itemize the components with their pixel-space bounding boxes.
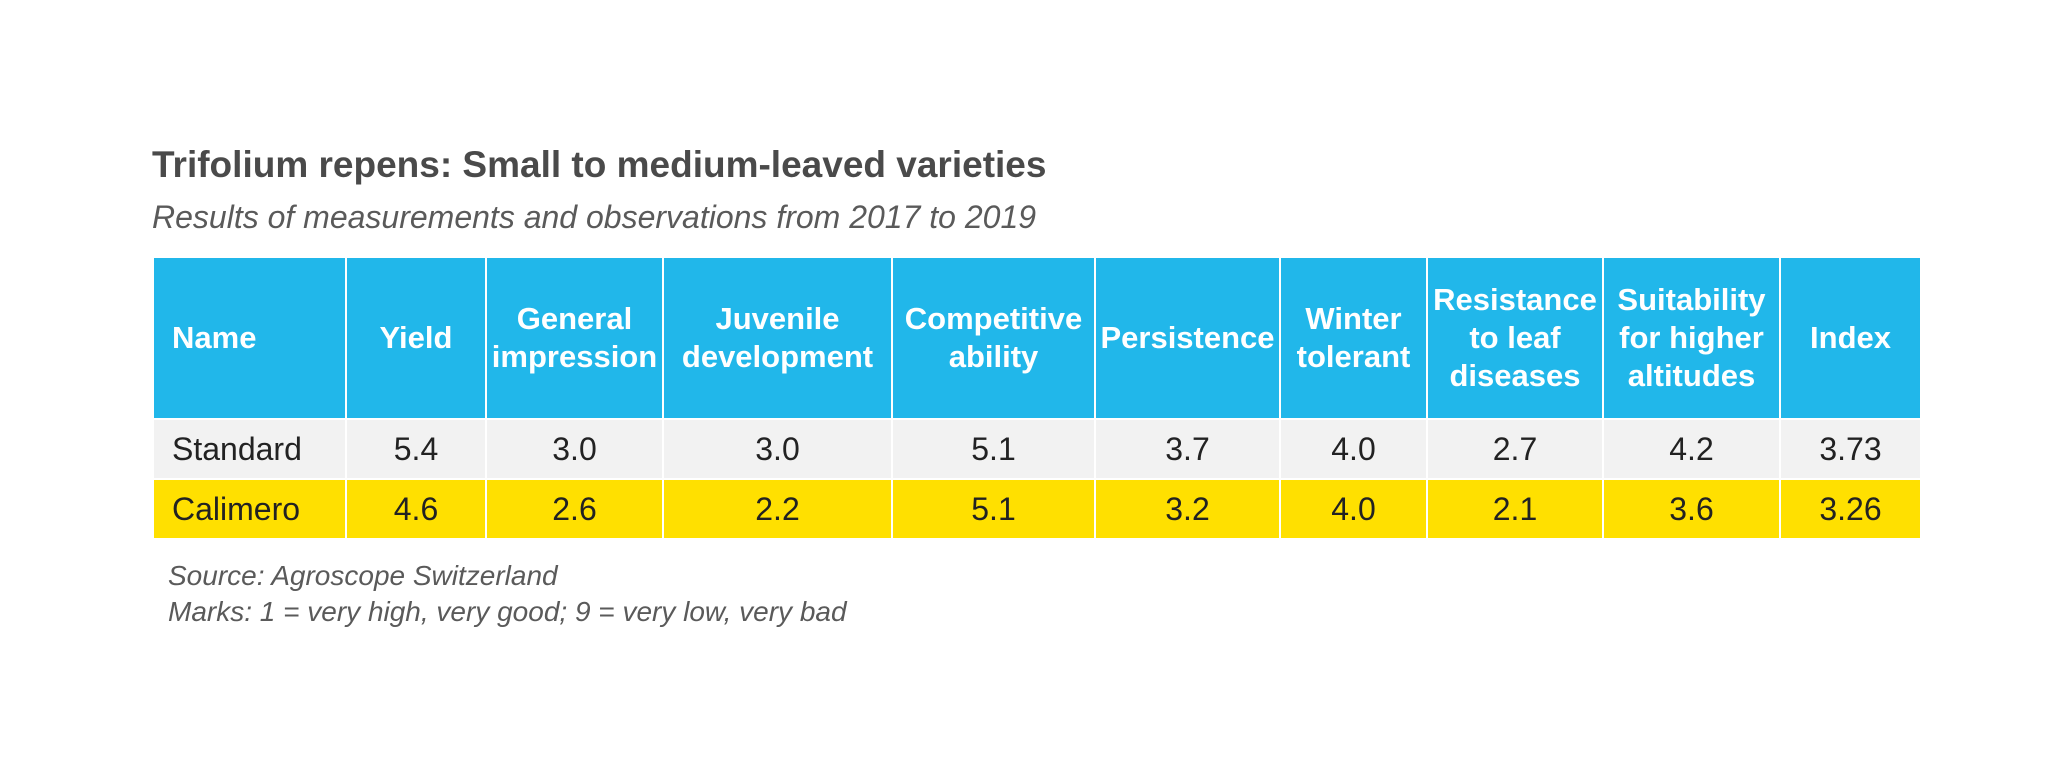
row-name-cell: Standard	[152, 418, 347, 480]
value-cell: 4.0	[1279, 418, 1428, 480]
value-cell: 5.1	[891, 418, 1096, 480]
column-header: Competitive ability	[891, 256, 1096, 420]
column-header: Persistence	[1094, 256, 1281, 420]
value-cell: 2.2	[662, 478, 893, 540]
value-cell: 2.6	[485, 478, 664, 540]
value-cell: 3.7	[1094, 418, 1281, 480]
value-cell: 3.6	[1602, 478, 1781, 540]
value-cell: 4.2	[1602, 418, 1781, 480]
column-header: Name	[152, 256, 347, 420]
source-note: Source: Agroscope Switzerland Marks: 1 =…	[168, 558, 847, 630]
column-header: Suitability for higher altitudes	[1602, 256, 1781, 420]
value-cell: 4.6	[345, 478, 487, 540]
table-subtitle: Results of measurements and observations…	[152, 199, 1037, 235]
table-row: Calimero 4.6 2.6 2.2 5.1 3.2 4.0 2.1 3.6…	[152, 478, 1922, 540]
value-cell: 3.73	[1779, 418, 1922, 480]
value-cell: 3.0	[485, 418, 664, 480]
value-cell: 5.1	[891, 478, 1096, 540]
column-header: General impression	[485, 256, 664, 420]
column-header: Juvenile development	[662, 256, 893, 420]
marks-legend-text: Marks: 1 = very high, very good; 9 = ver…	[168, 596, 847, 627]
value-cell: 4.0	[1279, 478, 1428, 540]
table-row: Standard 5.4 3.0 3.0 5.1 3.7 4.0 2.7 4.2…	[152, 418, 1922, 480]
column-header: Winter tolerant	[1279, 256, 1428, 420]
column-header: Index	[1779, 256, 1922, 420]
table-title: Trifolium repens: Small to medium-leaved…	[152, 144, 1047, 185]
value-cell: 2.7	[1426, 418, 1604, 480]
value-cell: 3.2	[1094, 478, 1281, 540]
source-text: Source: Agroscope Switzerland	[168, 560, 558, 591]
column-header: Resistance to leaf diseases	[1426, 256, 1604, 420]
value-cell: 2.1	[1426, 478, 1604, 540]
value-cell: 5.4	[345, 418, 487, 480]
row-name-cell: Calimero	[152, 478, 347, 540]
value-cell: 3.26	[1779, 478, 1922, 540]
value-cell: 3.0	[662, 418, 893, 480]
results-table: Name Yield General impression Juvenile d…	[152, 256, 1922, 540]
header-row: Name Yield General impression Juvenile d…	[152, 256, 1922, 420]
column-header: Yield	[345, 256, 487, 420]
